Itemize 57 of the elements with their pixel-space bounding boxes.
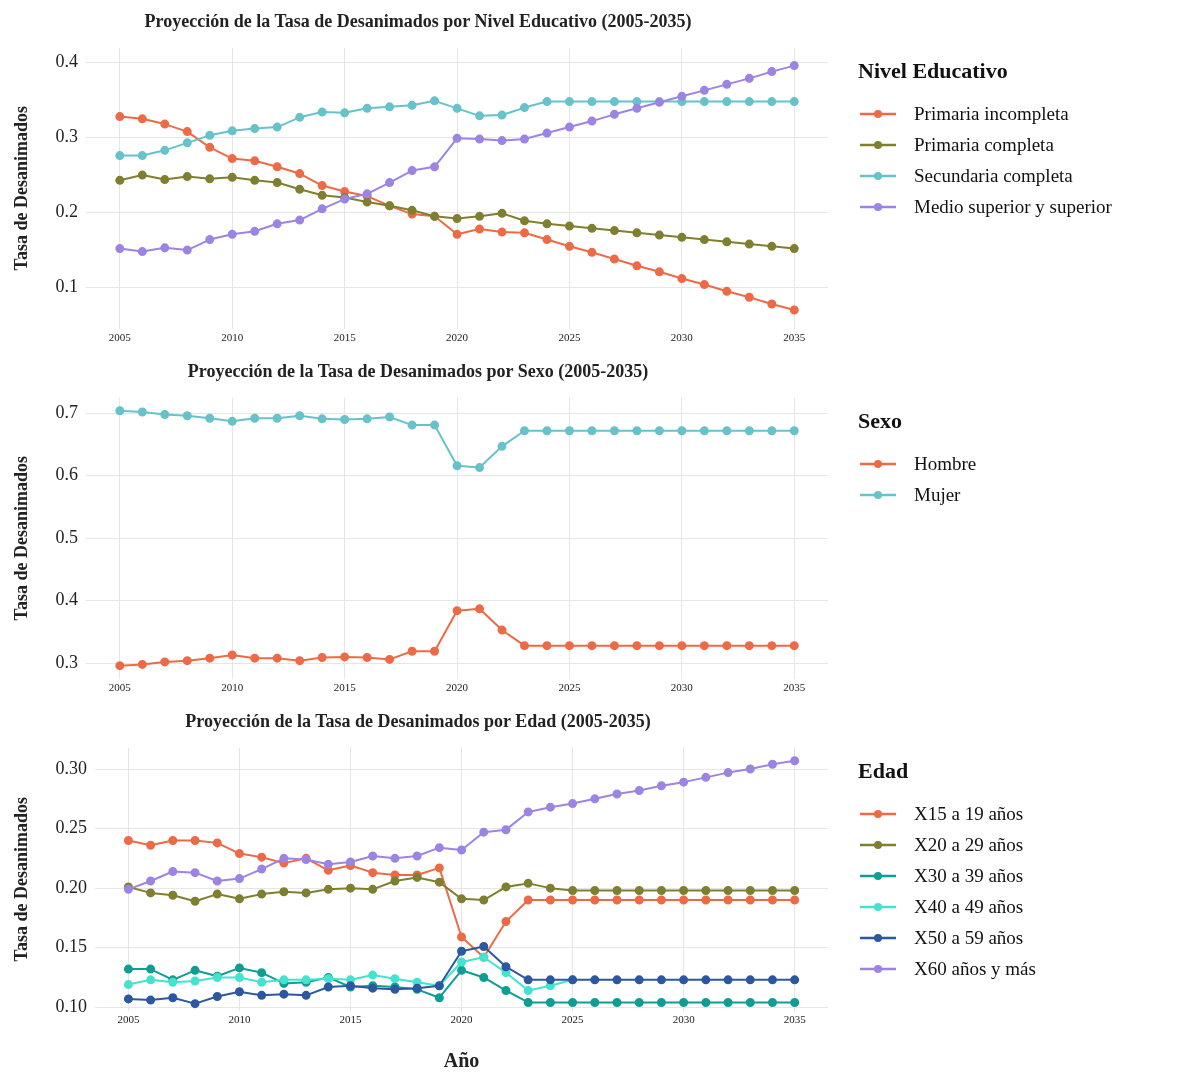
x-tick-label: 2030 [672,1013,696,1026]
x-tick-label: 2015 [333,681,357,694]
chart-title: Proyección de la Tasa de Desanimados por Nivel Educativo (2005-2035) [144,11,692,33]
x-tick-label: 2005 [117,1013,140,1026]
y-axis-title: Tasa de Desanimados [11,797,32,962]
x-tick-label: 2005 [108,331,132,344]
y-tick-label: 0.1 [55,276,79,297]
x-tick-label: 2025 [558,681,581,694]
legend-label: Primaria incompleta [914,102,1069,125]
y-tick-label: 0.6 [55,464,79,485]
x-tick-label: 2035 [783,1013,807,1026]
x-tick-label: 2010 [228,1013,251,1026]
x-tick-label: 2015 [339,1013,362,1026]
x-tick-label: 2030 [670,681,694,694]
legend-label: Hombre [914,452,977,475]
y-tick-label: 0.30 [55,757,88,778]
x-tick-label: 2030 [670,331,694,344]
y-tick-label: 0.15 [55,936,88,957]
x-tick-label: 2025 [561,1013,585,1026]
legend-title: Sexo [858,408,903,434]
x-tick-label: 2015 [333,331,357,344]
legend-label: X20 a 29 años [914,833,1024,856]
legend-label: X30 a 39 años [914,864,1024,887]
x-tick-label: 2005 [108,681,132,694]
chart-title: Proyección de la Tasa de Desanimados por Edad (2005-2035) [185,711,651,733]
y-tick-label: 0.10 [55,995,88,1016]
legend-label: Medio superior y superior [914,195,1112,218]
y-tick-label: 0.3 [55,651,79,672]
y-tick-label: 0.2 [55,201,79,222]
y-tick-label: 0.4 [55,51,79,72]
x-tick-label: 2035 [783,331,806,344]
y-tick-label: 0.3 [55,126,79,147]
y-tick-label: 0.7 [55,401,79,422]
x-axis-title: Año [443,1049,480,1072]
legend-label: Mujer [914,483,961,506]
x-tick-label: 2010 [221,681,244,694]
x-tick-label: 2020 [450,1013,474,1026]
y-tick-label: 0.20 [55,876,88,897]
x-tick-label: 2035 [783,681,806,694]
x-tick-label: 2020 [446,331,469,344]
y-tick-label: 0.25 [55,817,88,838]
legend-label: X60 años y más [914,957,1036,980]
legend-label: X15 a 19 años [914,802,1024,825]
x-tick-label: 2010 [221,331,244,344]
y-axis-title: Tasa de Desanimados [11,106,32,271]
legend-label: Primaria completa [914,133,1054,156]
x-tick-label: 2020 [446,681,469,694]
y-tick-label: 0.5 [55,526,79,547]
x-tick-label: 2025 [558,331,581,344]
y-tick-label: 0.4 [55,589,79,610]
y-axis-title: Tasa de Desanimados [11,456,32,621]
legend-title: Nivel Educativo [858,58,1009,84]
legend-label: Secundaria completa [914,164,1073,187]
chart-title: Proyección de la Tasa de Desanimados por Sexo (2005-2035) [187,361,649,383]
legend-label: X50 a 59 años [914,926,1024,949]
legend-title: Edad [858,758,910,784]
legend-label: X40 a 49 años [914,895,1024,918]
